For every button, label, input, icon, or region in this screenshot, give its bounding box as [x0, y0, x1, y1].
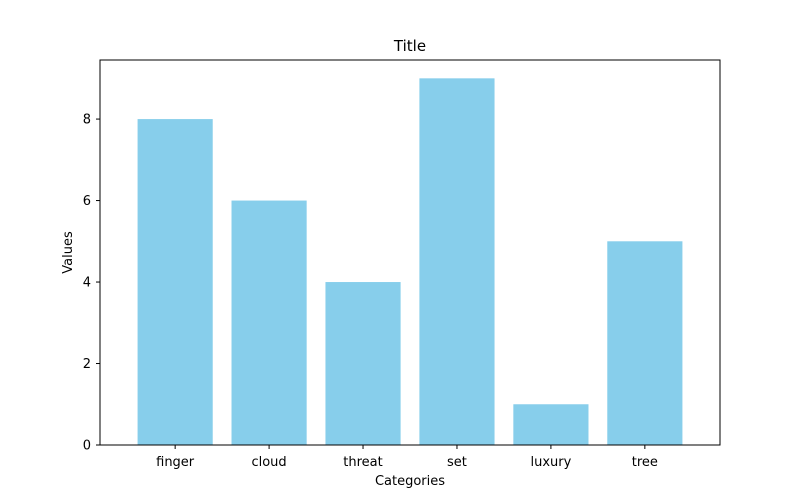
y-tick-label: 8 [83, 113, 91, 128]
chart-title: Title [393, 37, 426, 55]
y-tick-label: 6 [83, 194, 91, 209]
y-axis-label: Values [61, 231, 76, 274]
bar-luxury [513, 404, 589, 445]
y-tick-label: 2 [83, 357, 91, 372]
x-axis-ticks: finger cloud threat set luxury tree [156, 445, 658, 470]
bar-finger [137, 119, 213, 446]
plot-frame [99, 59, 721, 446]
bar-cloud [231, 200, 307, 445]
bar-tree [607, 241, 683, 445]
x-tick-label: tree [632, 455, 658, 470]
x-tick-label: finger [156, 455, 195, 470]
bar-set [419, 78, 495, 445]
bars-layer [137, 78, 683, 446]
x-axis-label: Categories [375, 474, 445, 489]
y-axis-ticks: 0 2 4 6 8 [83, 113, 100, 454]
x-tick-label: threat [343, 455, 382, 470]
x-tick-label: cloud [251, 455, 286, 470]
x-tick-label: luxury [530, 455, 571, 470]
x-tick-label: set [447, 455, 467, 470]
y-tick-label: 0 [83, 439, 91, 454]
bar-threat [325, 282, 401, 445]
y-tick-label: 4 [83, 276, 91, 291]
